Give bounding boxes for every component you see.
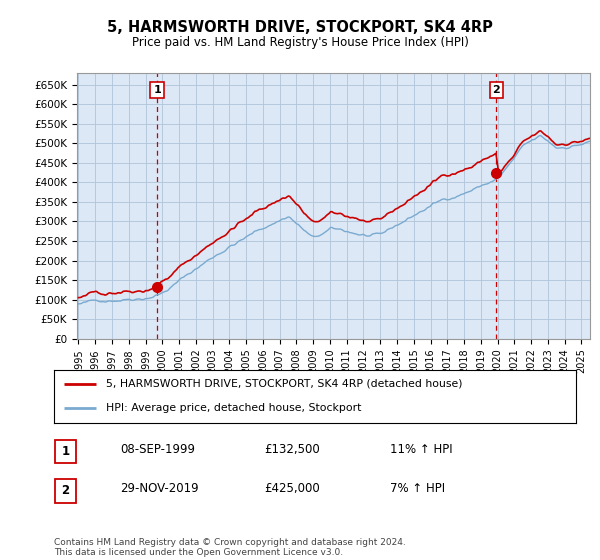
Text: 7% ↑ HPI: 7% ↑ HPI	[390, 482, 445, 495]
Text: 5, HARMSWORTH DRIVE, STOCKPORT, SK4 4RP (detached house): 5, HARMSWORTH DRIVE, STOCKPORT, SK4 4RP …	[106, 379, 463, 389]
Text: Contains HM Land Registry data © Crown copyright and database right 2024.
This d: Contains HM Land Registry data © Crown c…	[54, 538, 406, 557]
Text: 11% ↑ HPI: 11% ↑ HPI	[390, 443, 452, 456]
Text: 1: 1	[153, 85, 161, 95]
Text: £132,500: £132,500	[264, 443, 320, 456]
Text: 2: 2	[493, 85, 500, 95]
Text: Price paid vs. HM Land Registry's House Price Index (HPI): Price paid vs. HM Land Registry's House …	[131, 36, 469, 49]
Text: 29-NOV-2019: 29-NOV-2019	[120, 482, 199, 495]
Text: 2: 2	[61, 484, 70, 497]
FancyBboxPatch shape	[55, 479, 76, 503]
Text: 5, HARMSWORTH DRIVE, STOCKPORT, SK4 4RP: 5, HARMSWORTH DRIVE, STOCKPORT, SK4 4RP	[107, 20, 493, 35]
Text: £425,000: £425,000	[264, 482, 320, 495]
Text: 1: 1	[61, 445, 70, 458]
Text: 08-SEP-1999: 08-SEP-1999	[120, 443, 195, 456]
FancyBboxPatch shape	[55, 440, 76, 464]
Text: HPI: Average price, detached house, Stockport: HPI: Average price, detached house, Stoc…	[106, 403, 362, 413]
